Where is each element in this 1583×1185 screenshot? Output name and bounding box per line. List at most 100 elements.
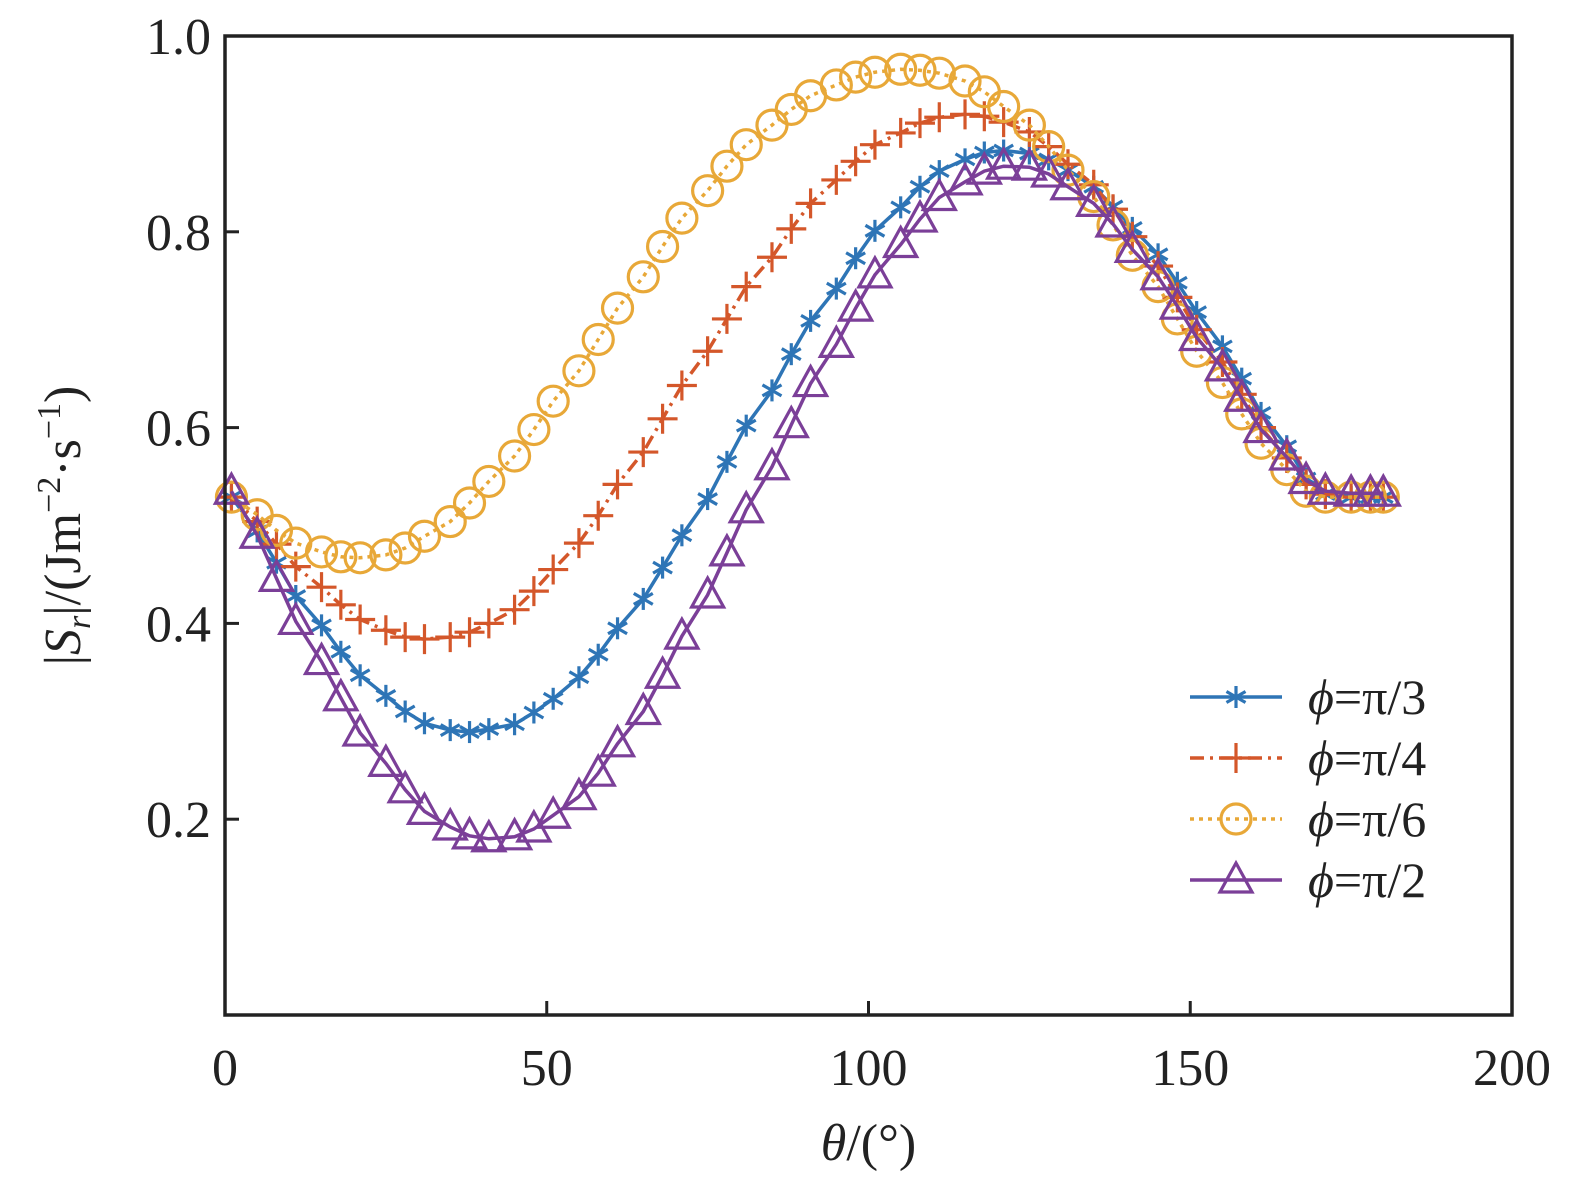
series-1-point-8: [390, 622, 421, 653]
series-1-point-25: [756, 242, 787, 273]
series-3-point-18: [598, 723, 637, 758]
series-0-point-29-stroke-2: [845, 251, 866, 266]
series-3-point-9: [405, 791, 444, 825]
series-0-point-32-stroke-2: [909, 179, 931, 194]
series-2-line: [230, 67, 1384, 560]
series-1-point-19: [628, 437, 659, 468]
series-0-point-5: [330, 640, 352, 663]
series-0-point-12-stroke-2: [478, 722, 500, 737]
series-0-point-19-stroke-2: [632, 592, 654, 606]
series-0-point-22-stroke-2: [697, 492, 718, 506]
series-3-point-50: [1287, 460, 1325, 495]
series-1-point-24: [731, 271, 762, 302]
series-2-point-15: [536, 384, 570, 418]
series-1-point-22: [692, 336, 723, 367]
legend-marker-0: [1225, 686, 1247, 708]
series-2-point-36: [987, 89, 1021, 124]
series-0-point-5-stroke-2: [330, 644, 352, 659]
series-0-point-10: [439, 719, 461, 742]
x-label-unit: /(°): [846, 1115, 916, 1172]
series-1-point-9: [409, 624, 440, 655]
series-3-point-28: [817, 324, 856, 358]
series-1-point-23: [711, 303, 742, 334]
series-0-point-26: [780, 343, 802, 366]
series-0-point-25: [761, 379, 783, 402]
series-2-point-16: [562, 354, 596, 388]
legend-label-value-3: =π/2: [1334, 852, 1426, 908]
series-3-point-11: [450, 815, 489, 850]
series-0-point-7-stroke-2: [375, 688, 397, 703]
series-3-point-7: [367, 743, 405, 777]
series-1-point-18: [602, 469, 633, 500]
series-0-point-19: [632, 587, 654, 610]
plot-marks: [212, 52, 1403, 853]
series-0-point-28-stroke-2: [825, 281, 847, 296]
series-1-point-31: [885, 117, 916, 148]
series-2-point-32: [903, 53, 937, 87]
series-3-point-3: [277, 601, 315, 636]
x-tick-label-4: 200: [1473, 1040, 1551, 1097]
legend-marker-3: [1217, 859, 1255, 894]
series-0-point-12: [478, 718, 500, 741]
series-0-point-29: [845, 247, 866, 270]
series-1-point-26: [776, 213, 807, 244]
series-3-point-39: [1049, 166, 1087, 201]
series-3-point-42: [1113, 229, 1152, 264]
series-0-point-21-stroke-2: [671, 528, 693, 543]
series-3-point-37: [1010, 146, 1049, 181]
series-3-point-4: [302, 641, 341, 676]
series-2-point-17: [581, 322, 615, 357]
series-1-point-5: [325, 589, 356, 620]
series-3-point-48: [1242, 409, 1280, 444]
series-2-point-22: [691, 174, 725, 208]
series-2-point-40: [1077, 179, 1111, 214]
series-2-point-10: [433, 504, 467, 539]
series-1-point-11: [454, 617, 485, 648]
series-0-point-8: [394, 700, 416, 723]
series-2-point-9: [407, 519, 442, 553]
series-3-point-21: [663, 615, 701, 650]
series-1-point-16: [563, 528, 594, 559]
y-label-suffix: ): [35, 386, 92, 403]
series-3-point-47: [1223, 377, 1261, 412]
series-1-point-6: [345, 604, 376, 635]
series-0-point-14: [523, 701, 545, 724]
series-2-point-34: [948, 64, 982, 98]
series-3-point-46: [1203, 347, 1242, 382]
series-2-point-53: [1353, 480, 1388, 514]
series-2-point-52: [1334, 480, 1368, 514]
series-2-point-7: [369, 538, 403, 572]
series-0-point-4-stroke-2: [311, 618, 332, 633]
series-1-point-10: [435, 622, 466, 653]
series-0-point-23-stroke-2: [716, 454, 738, 469]
y-axis-label: |Sr|/(Jm−2·s−1): [31, 386, 98, 666]
series-0-point-8-stroke-2: [394, 704, 416, 719]
series-3-point-6: [341, 712, 379, 747]
y-tick-label-4: 1.0: [146, 9, 211, 66]
series-2-point-23: [710, 149, 744, 183]
series-0-point-27: [800, 309, 821, 332]
series-0-point-28: [825, 277, 847, 300]
series-2-point-28: [819, 68, 853, 102]
series-2-point-33: [922, 56, 956, 90]
legend-label-variable-0: ϕ: [1308, 669, 1334, 725]
series-3-point-1: [238, 514, 276, 549]
series-3-point-10: [431, 806, 469, 841]
series-1-point-14: [518, 576, 549, 607]
series-0-point-20: [652, 556, 673, 579]
series-3: [212, 145, 1403, 853]
series-2-point-31: [884, 52, 918, 86]
series-3-line: [229, 164, 1384, 841]
series-2-point-37: [1012, 108, 1046, 142]
series-0-point-31-stroke-2: [890, 200, 912, 215]
series-1-point-29: [840, 146, 871, 177]
series-0-point-31: [890, 196, 912, 219]
series-0-point-30-stroke-2: [864, 223, 886, 238]
series-1-point-13: [499, 594, 530, 625]
series-3-point-49: [1268, 436, 1306, 471]
legend-marker-1: [1221, 743, 1251, 773]
series-0-point-13-stroke-2: [504, 717, 525, 732]
legend-label-1: ϕ=π/4: [1308, 730, 1426, 786]
y-tick-label-3: 0.8: [146, 205, 211, 262]
series-0-point-6: [349, 664, 371, 687]
